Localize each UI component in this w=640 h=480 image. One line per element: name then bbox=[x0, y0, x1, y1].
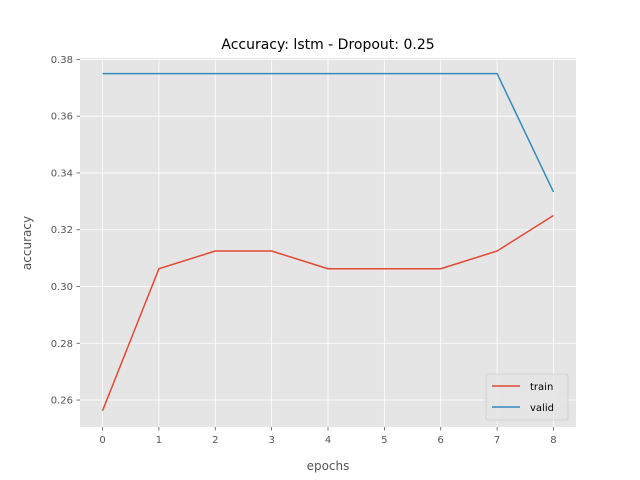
y-tick-label: 0.28 bbox=[51, 339, 73, 350]
x-tick-label: 1 bbox=[156, 435, 162, 446]
legend-label-valid: valid bbox=[530, 403, 554, 414]
y-tick-label: 0.38 bbox=[51, 55, 73, 66]
y-tick-label: 0.30 bbox=[51, 282, 73, 293]
y-tick-label: 0.32 bbox=[51, 225, 73, 236]
x-tick-label: 8 bbox=[550, 435, 556, 446]
y-axis-ticks: 0.26 0.28 0.30 0.32 0.34 0.36 0.38 bbox=[51, 55, 80, 407]
series-layer bbox=[101, 72, 555, 411]
grid bbox=[80, 58, 576, 427]
x-tick-label: 7 bbox=[494, 435, 500, 446]
series-line-valid bbox=[102, 72, 555, 193]
y-tick-label: 0.34 bbox=[51, 168, 73, 179]
y-tick-label: 0.26 bbox=[51, 396, 73, 407]
x-axis-label: epochs bbox=[307, 459, 350, 473]
x-tick-label: 0 bbox=[99, 435, 105, 446]
chart-title: Accuracy: lstm - Dropout: 0.25 bbox=[221, 37, 434, 53]
legend-box bbox=[485, 373, 569, 421]
legend-label-train: train bbox=[530, 382, 553, 393]
series-line-train bbox=[101, 214, 554, 411]
x-tick-label: 3 bbox=[268, 435, 274, 446]
x-axis-ticks: 0 1 2 3 4 5 6 7 8 bbox=[99, 427, 557, 446]
x-tick-label: 2 bbox=[212, 435, 218, 446]
y-axis-label: accuracy bbox=[20, 216, 34, 270]
x-tick-label: 6 bbox=[438, 435, 444, 446]
x-tick-label: 5 bbox=[381, 435, 387, 446]
legend: train valid bbox=[485, 373, 569, 421]
y-tick-label: 0.36 bbox=[51, 112, 73, 123]
x-tick-label: 4 bbox=[325, 435, 331, 446]
